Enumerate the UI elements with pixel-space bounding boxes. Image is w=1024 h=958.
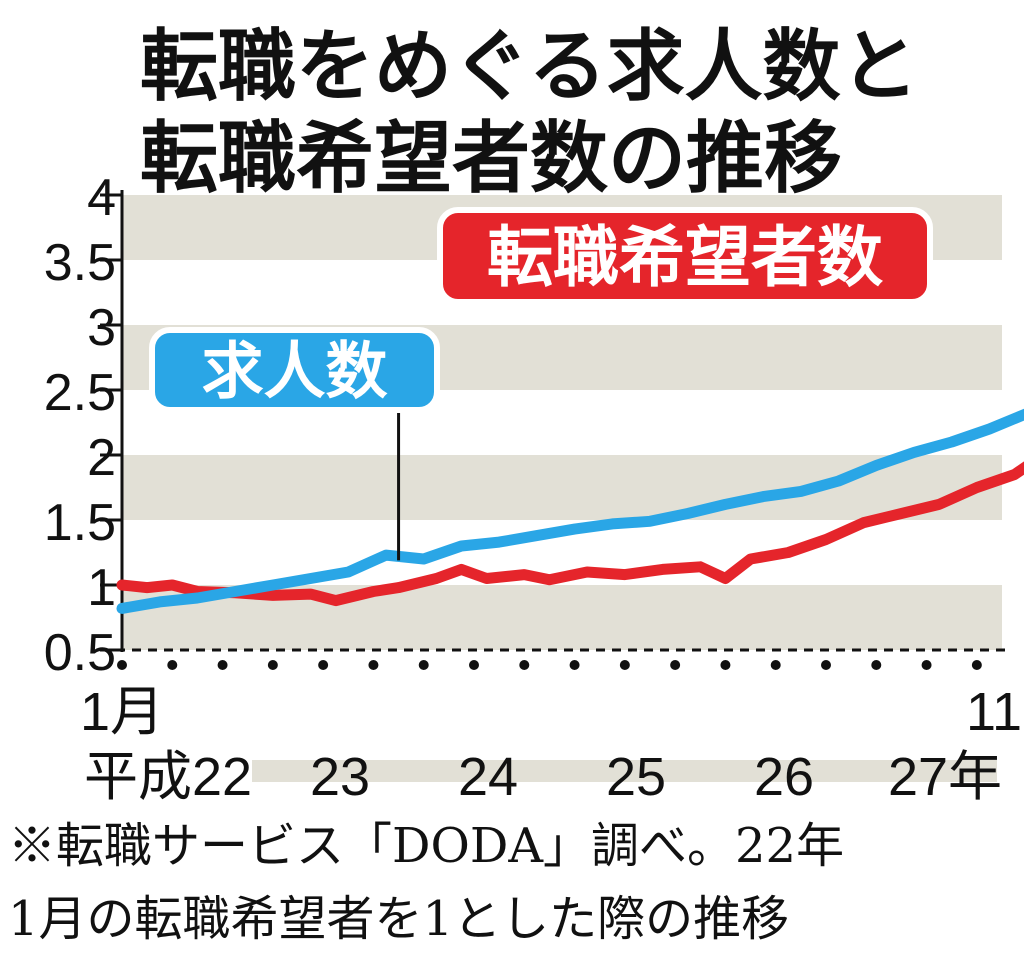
x-year-label: 27年 (888, 747, 1002, 807)
y-tick-label: 3 (87, 299, 116, 357)
x-tick-dot (569, 660, 580, 670)
x-tick-dot (318, 660, 329, 670)
x-tick-dot (167, 660, 178, 670)
series-lines (116, 408, 1024, 614)
x-axis-labels: 1月 11 平成22 23 24 25 26 27年 (80, 682, 1022, 807)
y-tick-label: 0.5 (44, 624, 116, 682)
footnote-line-2: 1月の転職希望者を1とした際の推移 (8, 891, 789, 947)
y-tick-label: 1 (87, 559, 116, 617)
year-label-band (252, 760, 997, 782)
y-tick-label: 4 (87, 169, 116, 227)
series-labels: 求人数 転職希望者数 (149, 207, 933, 561)
x-tick-dot (670, 660, 681, 670)
series-label-badge (149, 327, 440, 413)
series-line-seekers (116, 461, 1024, 607)
axes (100, 190, 1005, 670)
footnote-line-1: ※転職サービス「DODA」調べ。22年 (8, 818, 844, 874)
x-tick-dot (821, 660, 831, 670)
x-year-label: 23 (310, 747, 370, 807)
y-tick-label: 2.5 (44, 364, 116, 422)
series-label-text: 求人数 (201, 334, 387, 407)
series-label-text: 転職希望者数 (487, 219, 883, 296)
y-tick-label: 1.5 (44, 494, 116, 552)
x-label-start-month: 1月 (80, 682, 164, 742)
chart-title-line-2: 転職希望者数の推移 (140, 114, 842, 204)
x-tick-dot (770, 660, 781, 670)
x-tick-dot (871, 660, 882, 670)
x-tick-dot (921, 660, 932, 670)
x-tick-dot (469, 660, 479, 670)
chart-title-line-1: 転職をめぐる求人数と (140, 22, 918, 112)
gridline-band (122, 455, 1002, 520)
x-year-label: 25 (606, 747, 666, 807)
y-tick-labels: 0.5 1 1.5 2 2.5 3 3.5 4 (44, 169, 116, 682)
x-year-label: 平成22 (84, 747, 252, 807)
x-tick-dot (368, 660, 379, 670)
x-tick-dot (267, 660, 278, 670)
x-tick-dot (720, 660, 731, 670)
x-tick-dot (519, 660, 530, 670)
x-label-end-month: 11 (966, 682, 1022, 742)
x-tick-dot (971, 660, 982, 670)
x-tick-dot (619, 660, 630, 670)
series-line-jobs (116, 408, 1024, 614)
series-label-badge (437, 207, 933, 305)
x-tick-dot (217, 660, 228, 670)
gridline-bands (122, 195, 1002, 782)
x-year-label: 26 (754, 747, 814, 807)
y-tick-label: 3.5 (44, 234, 116, 292)
y-tick-label: 2 (87, 429, 116, 487)
x-year-label: 24 (458, 747, 518, 807)
x-tick-dot (418, 660, 429, 670)
x-tick-dot (117, 660, 127, 670)
